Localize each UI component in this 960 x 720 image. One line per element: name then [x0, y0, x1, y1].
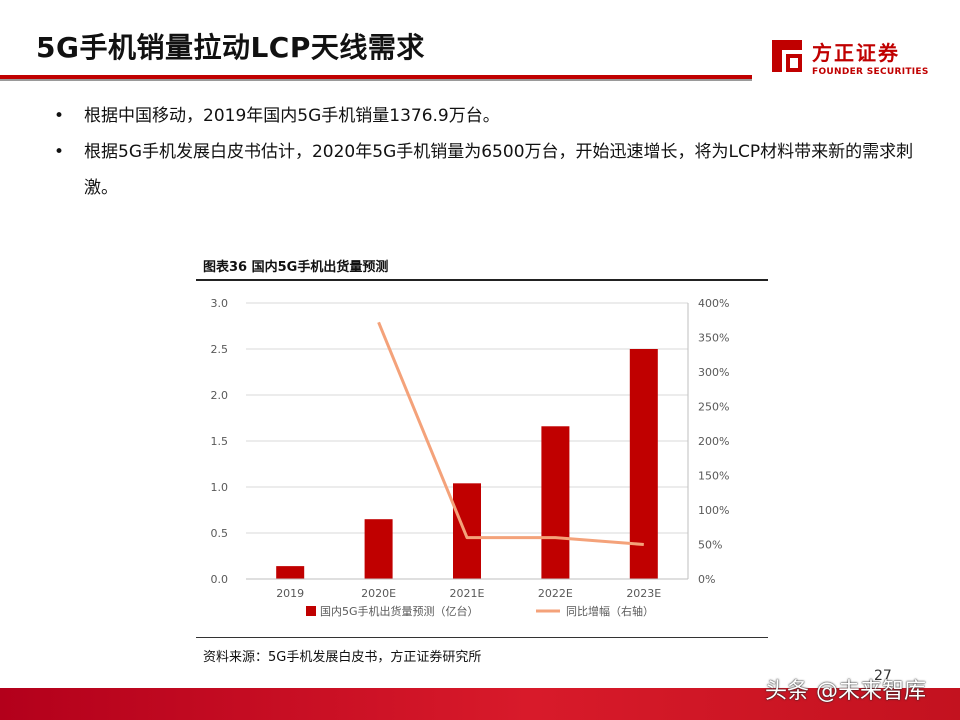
y-right-tick-label: 300%: [698, 366, 729, 379]
title-rule-shadow: [0, 79, 752, 81]
bullet-item: • 根据5G手机发展白皮书估计，2020年5G手机销量为6500万台，开始迅速增…: [50, 134, 920, 206]
x-tick-label: 2021E: [450, 587, 485, 600]
footer-band: [0, 688, 960, 720]
y-left-tick-label: 1.0: [211, 481, 229, 494]
bar: [629, 349, 658, 579]
legend-label-bar: 国内5G手机出货量预测（亿台）: [320, 604, 479, 618]
y-right-tick-label: 100%: [698, 504, 729, 517]
shipment-forecast-chart: 0.0 0.5 1.0 1.5 2.0 2.5 3.0 0% 50% 100% 150% 200% 25…: [211, 297, 730, 618]
y-right-tick-label: 200%: [698, 435, 729, 448]
title-rule: [0, 75, 752, 79]
page-number: 27: [874, 668, 892, 684]
y-left-tick-label: 0.5: [211, 527, 229, 540]
y-left-tick-label: 2.5: [211, 343, 229, 356]
company-logo: 方正证券 FOUNDER SECURITIES: [768, 36, 938, 82]
bullet-list: • 根据中国移动，2019年国内5G手机销量1376.9万台。 • 根据5G手机…: [50, 98, 920, 206]
bullet-item: • 根据中国移动，2019年国内5G手机销量1376.9万台。: [50, 98, 920, 134]
watermark: 头条 @未来智库: [765, 679, 926, 704]
y-right-tick-label: 0%: [698, 573, 715, 586]
y-left-tick-label: 2.0: [211, 389, 229, 402]
bar: [541, 426, 570, 579]
y-right-tick-label: 150%: [698, 470, 729, 483]
chart-bottom-rule: [196, 637, 768, 638]
bar: [276, 566, 305, 579]
y-left-tick-label: 0.0: [211, 573, 229, 586]
x-tick-label: 2019: [276, 587, 304, 600]
bullet-dot-icon: •: [54, 106, 65, 126]
chart-top-rule: [196, 279, 768, 281]
y-right-tick-label: 50%: [698, 539, 722, 552]
growth-line: [377, 321, 644, 546]
legend-label-line: 同比增幅（右轴）: [566, 604, 654, 618]
founder-logo-icon: [772, 40, 802, 72]
y-left-tick-label: 1.5: [211, 435, 229, 448]
bar: [364, 519, 393, 579]
bullet-text: 根据中国移动，2019年国内5G手机销量1376.9万台。: [84, 106, 500, 126]
chart-title: 图表36 国内5G手机出货量预测: [203, 260, 389, 275]
y-left-tick-label: 3.0: [211, 297, 229, 310]
y-right-tick-label: 400%: [698, 297, 729, 310]
slide-title: 5G手机销量拉动LCP天线需求: [36, 31, 425, 64]
x-tick-label: 2023E: [626, 587, 661, 600]
x-tick-label: 2022E: [538, 587, 573, 600]
bar: [453, 483, 481, 579]
x-tick-label: 2020E: [361, 587, 396, 600]
chart-source: 资料来源：5G手机发展白皮书，方正证券研究所: [203, 650, 482, 665]
y-right-tick-label: 350%: [698, 332, 729, 345]
logo-name-cn: 方正证券: [812, 41, 900, 65]
logo-name-en: FOUNDER SECURITIES: [812, 67, 929, 77]
bullet-dot-icon: •: [54, 142, 65, 162]
y-right-tick-label: 250%: [698, 401, 729, 414]
bullet-text: 根据5G手机发展白皮书估计，2020年5G手机销量为6500万台，开始迅速增长，…: [84, 142, 914, 198]
legend-swatch-bar: [306, 606, 316, 616]
